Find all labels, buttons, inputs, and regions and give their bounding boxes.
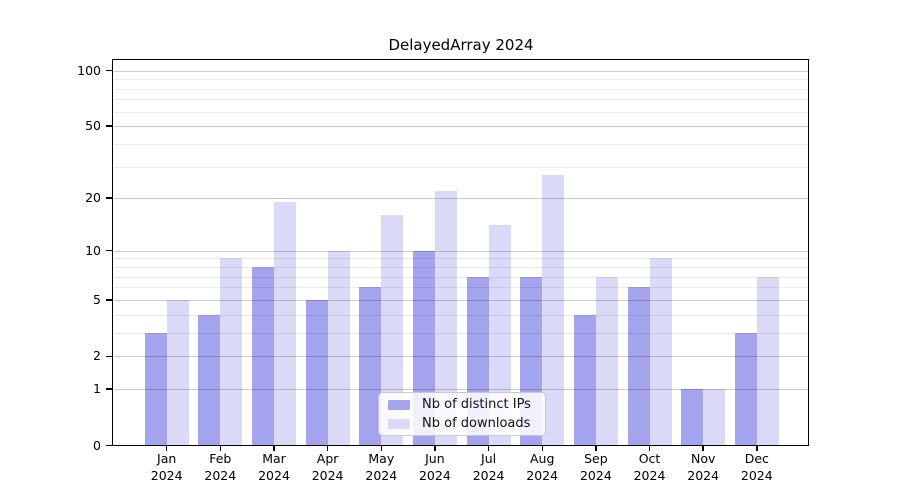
x-axis-tick: [326, 445, 329, 451]
bar-downloads-aug: [542, 174, 565, 446]
x-axis-tick-label: May 2024: [365, 451, 398, 483]
bar-downloads-may: [381, 215, 404, 446]
minor-gridline: [113, 267, 808, 268]
x-axis-tick: [648, 445, 651, 451]
x-axis-tick: [380, 445, 382, 451]
x-axis-tick: [756, 445, 758, 451]
bar-distinct-ips-dec: [734, 332, 757, 446]
y-axis-tick: [106, 197, 113, 199]
minor-gridline: [113, 276, 808, 278]
legend-swatch-distinct-ips: [388, 399, 410, 410]
y-axis-tick-label: 1: [93, 381, 101, 397]
x-axis-tick-label: Dec 2024: [740, 451, 773, 483]
y-axis-tick: [106, 388, 113, 390]
major-gridline: [113, 70, 808, 72]
minor-gridline: [113, 88, 808, 90]
y-axis-tick-label: 100: [77, 62, 101, 78]
x-axis-tick-label: Aug 2024: [526, 451, 559, 483]
y-axis-tick-label: 2: [93, 348, 101, 364]
y-axis-tick-label: 50: [85, 118, 101, 134]
x-axis-tick: [434, 445, 436, 451]
legend-item-downloads: Nb of downloads: [388, 416, 545, 432]
chart-title: DelayedArray 2024: [388, 36, 534, 54]
y-axis-tick-label: 0: [93, 437, 101, 453]
x-axis-tick-label: Mar 2024: [258, 451, 290, 483]
bar-distinct-ips-may: [359, 287, 382, 446]
x-axis-tick-label: Feb 2024: [204, 451, 237, 483]
legend-swatch-downloads: [388, 418, 410, 429]
minor-gridline: [113, 166, 808, 168]
bar-distinct-ips-apr: [305, 299, 328, 446]
y-axis-tick: [106, 125, 113, 127]
minor-gridline: [113, 111, 808, 113]
bar-distinct-ips-nov: [681, 389, 704, 446]
x-axis-tick: [595, 445, 597, 451]
minor-gridline: [113, 287, 808, 289]
bar-distinct-ips-oct: [627, 287, 650, 446]
y-axis-tick: [106, 299, 113, 301]
y-axis-tick-label: 10: [85, 242, 101, 258]
bar-downloads-jan: [166, 299, 189, 446]
bar-distinct-ips-sep: [573, 314, 596, 446]
bar-downloads-jun: [434, 190, 457, 446]
legend-label-downloads: Nb of downloads: [422, 416, 531, 431]
x-axis-tick-label: Jun 2024: [418, 451, 451, 483]
bar-downloads-dec: [756, 276, 779, 446]
major-gridline: [113, 198, 808, 200]
bar-downloads-feb: [220, 258, 243, 446]
x-axis-tick: [702, 445, 704, 451]
bar-downloads-mar: [273, 202, 296, 446]
x-axis-tick: [165, 445, 168, 451]
minor-gridline: [113, 99, 808, 101]
minor-gridline: [113, 258, 808, 260]
bar-downloads-jul: [488, 225, 511, 446]
major-gridline: [113, 250, 808, 252]
x-axis-tick: [273, 445, 275, 451]
y-axis-tick-label: 20: [85, 190, 101, 206]
y-axis-tick: [106, 249, 113, 252]
bar-downloads-oct: [649, 258, 672, 446]
x-axis-tick-label: Apr 2024: [311, 451, 344, 483]
bar-distinct-ips-jan: [144, 332, 167, 446]
x-axis-tick-label: Oct 2024: [633, 451, 666, 483]
y-axis-tick: [106, 355, 113, 357]
minor-gridline: [113, 79, 808, 80]
legend-item-distinct-ips: Nb of distinct IPs: [388, 397, 545, 413]
x-axis-tick-label: Sep 2024: [579, 451, 612, 483]
x-axis-tick: [487, 445, 490, 451]
bar-distinct-ips-mar: [251, 266, 274, 446]
bar-downloads-nov: [703, 389, 726, 446]
minor-gridline: [113, 143, 808, 145]
x-axis-tick-label: Jul 2024: [472, 451, 505, 483]
major-gridline: [113, 126, 808, 128]
bar-distinct-ips-feb: [198, 314, 221, 446]
legend: Nb of distinct IPs Nb of downloads: [378, 392, 546, 436]
bar-downloads-sep: [595, 276, 618, 446]
y-axis-tick: [106, 444, 113, 447]
x-axis-tick-label: Jan 2024: [150, 451, 183, 483]
y-axis-tick: [106, 69, 113, 72]
x-axis-tick: [219, 445, 222, 451]
major-gridline: [113, 299, 808, 301]
y-axis-tick-label: 5: [93, 291, 101, 307]
bar-downloads-apr: [327, 250, 350, 446]
x-axis-tick-label: Nov 2024: [687, 451, 720, 483]
x-axis-tick: [541, 445, 543, 451]
legend-label-distinct-ips: Nb of distinct IPs: [422, 397, 531, 412]
